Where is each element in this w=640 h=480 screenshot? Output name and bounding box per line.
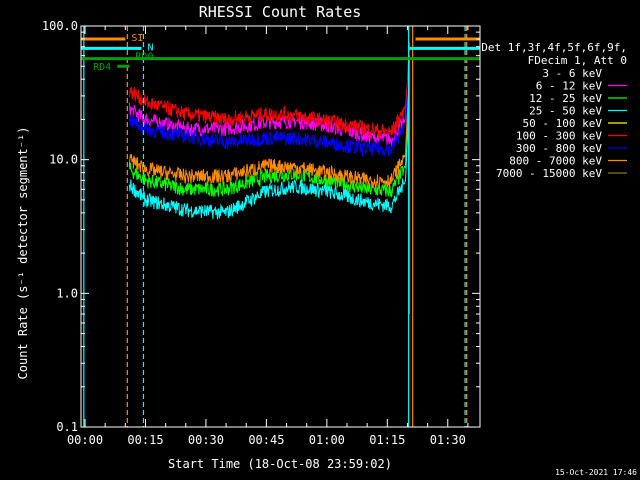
y-tick-label: 100.0 [42, 19, 78, 33]
tick-layer: 00:00 00:15 00:30 00:45 01:00 01:15 01:30 0.1 1.… [42, 19, 480, 447]
legend-entry-label: 50 - 100 keV [523, 117, 603, 130]
x-tick-label: 00:00 [67, 433, 103, 447]
legend-entry-label: 25 - 50 keV [529, 105, 602, 118]
series-line-0 [128, 72, 410, 193]
legend-entry-label: 3 - 6 keV [542, 67, 602, 80]
x-tick-label: 00:15 [127, 433, 163, 447]
legend-entry-label: 100 - 300 keV [516, 130, 602, 143]
x-tick-label: 00:30 [188, 433, 224, 447]
y-tick-label: 10.0 [49, 153, 78, 167]
x-tick-label: 01:00 [309, 433, 345, 447]
legend: Det 1f,3f,4f,5f,6f,9f, FDecim 1, Att 0 3… [481, 41, 627, 180]
plot-frame [80, 25, 481, 428]
series-line-6 [128, 61, 410, 157]
render-timestamp: 15-Oct-2021 17:46 [555, 468, 637, 477]
x-tick-label: 01:30 [430, 433, 466, 447]
legend-entry-label: 12 - 25 keV [529, 92, 602, 105]
flag-label-rd0: RD0 [135, 52, 153, 63]
series-line-2 [128, 77, 410, 198]
x-tick-label: 01:15 [369, 433, 405, 447]
legend-header-line-2: FDecim 1, Att 0 [528, 54, 627, 67]
legend-entry-label: 6 - 12 keV [536, 80, 603, 93]
series-line-3 [128, 96, 410, 220]
flag-label-n: N [148, 42, 154, 53]
series-line-7 [128, 68, 410, 189]
x-axis-label: Start Time (18-Oct-08 23:59:02) [168, 457, 392, 471]
y-tick-label: 0.1 [56, 420, 78, 434]
legend-header-line-1: Det 1f,3f,4f,5f,6f,9f, [481, 41, 627, 54]
y-tick-label: 1.0 [56, 286, 78, 300]
marker-layer [81, 26, 480, 427]
chart-title: RHESSI Count Rates [199, 3, 362, 21]
series-line-1 [128, 42, 410, 147]
data-layer [128, 42, 410, 314]
flag-label-rd4: RD4 [93, 62, 111, 73]
x-tick-label: 00:45 [248, 433, 284, 447]
legend-entry-label: 800 - 7000 keV [509, 155, 602, 168]
y-axis-label: Count Rate (s⁻¹ detector segment⁻¹) [16, 127, 30, 380]
flag-label-si: SI [131, 33, 143, 44]
series-line-5 [128, 56, 410, 138]
legend-entry-label: 300 - 800 keV [516, 142, 602, 155]
legend-entry-label: 7000 - 15000 keV [496, 167, 602, 180]
